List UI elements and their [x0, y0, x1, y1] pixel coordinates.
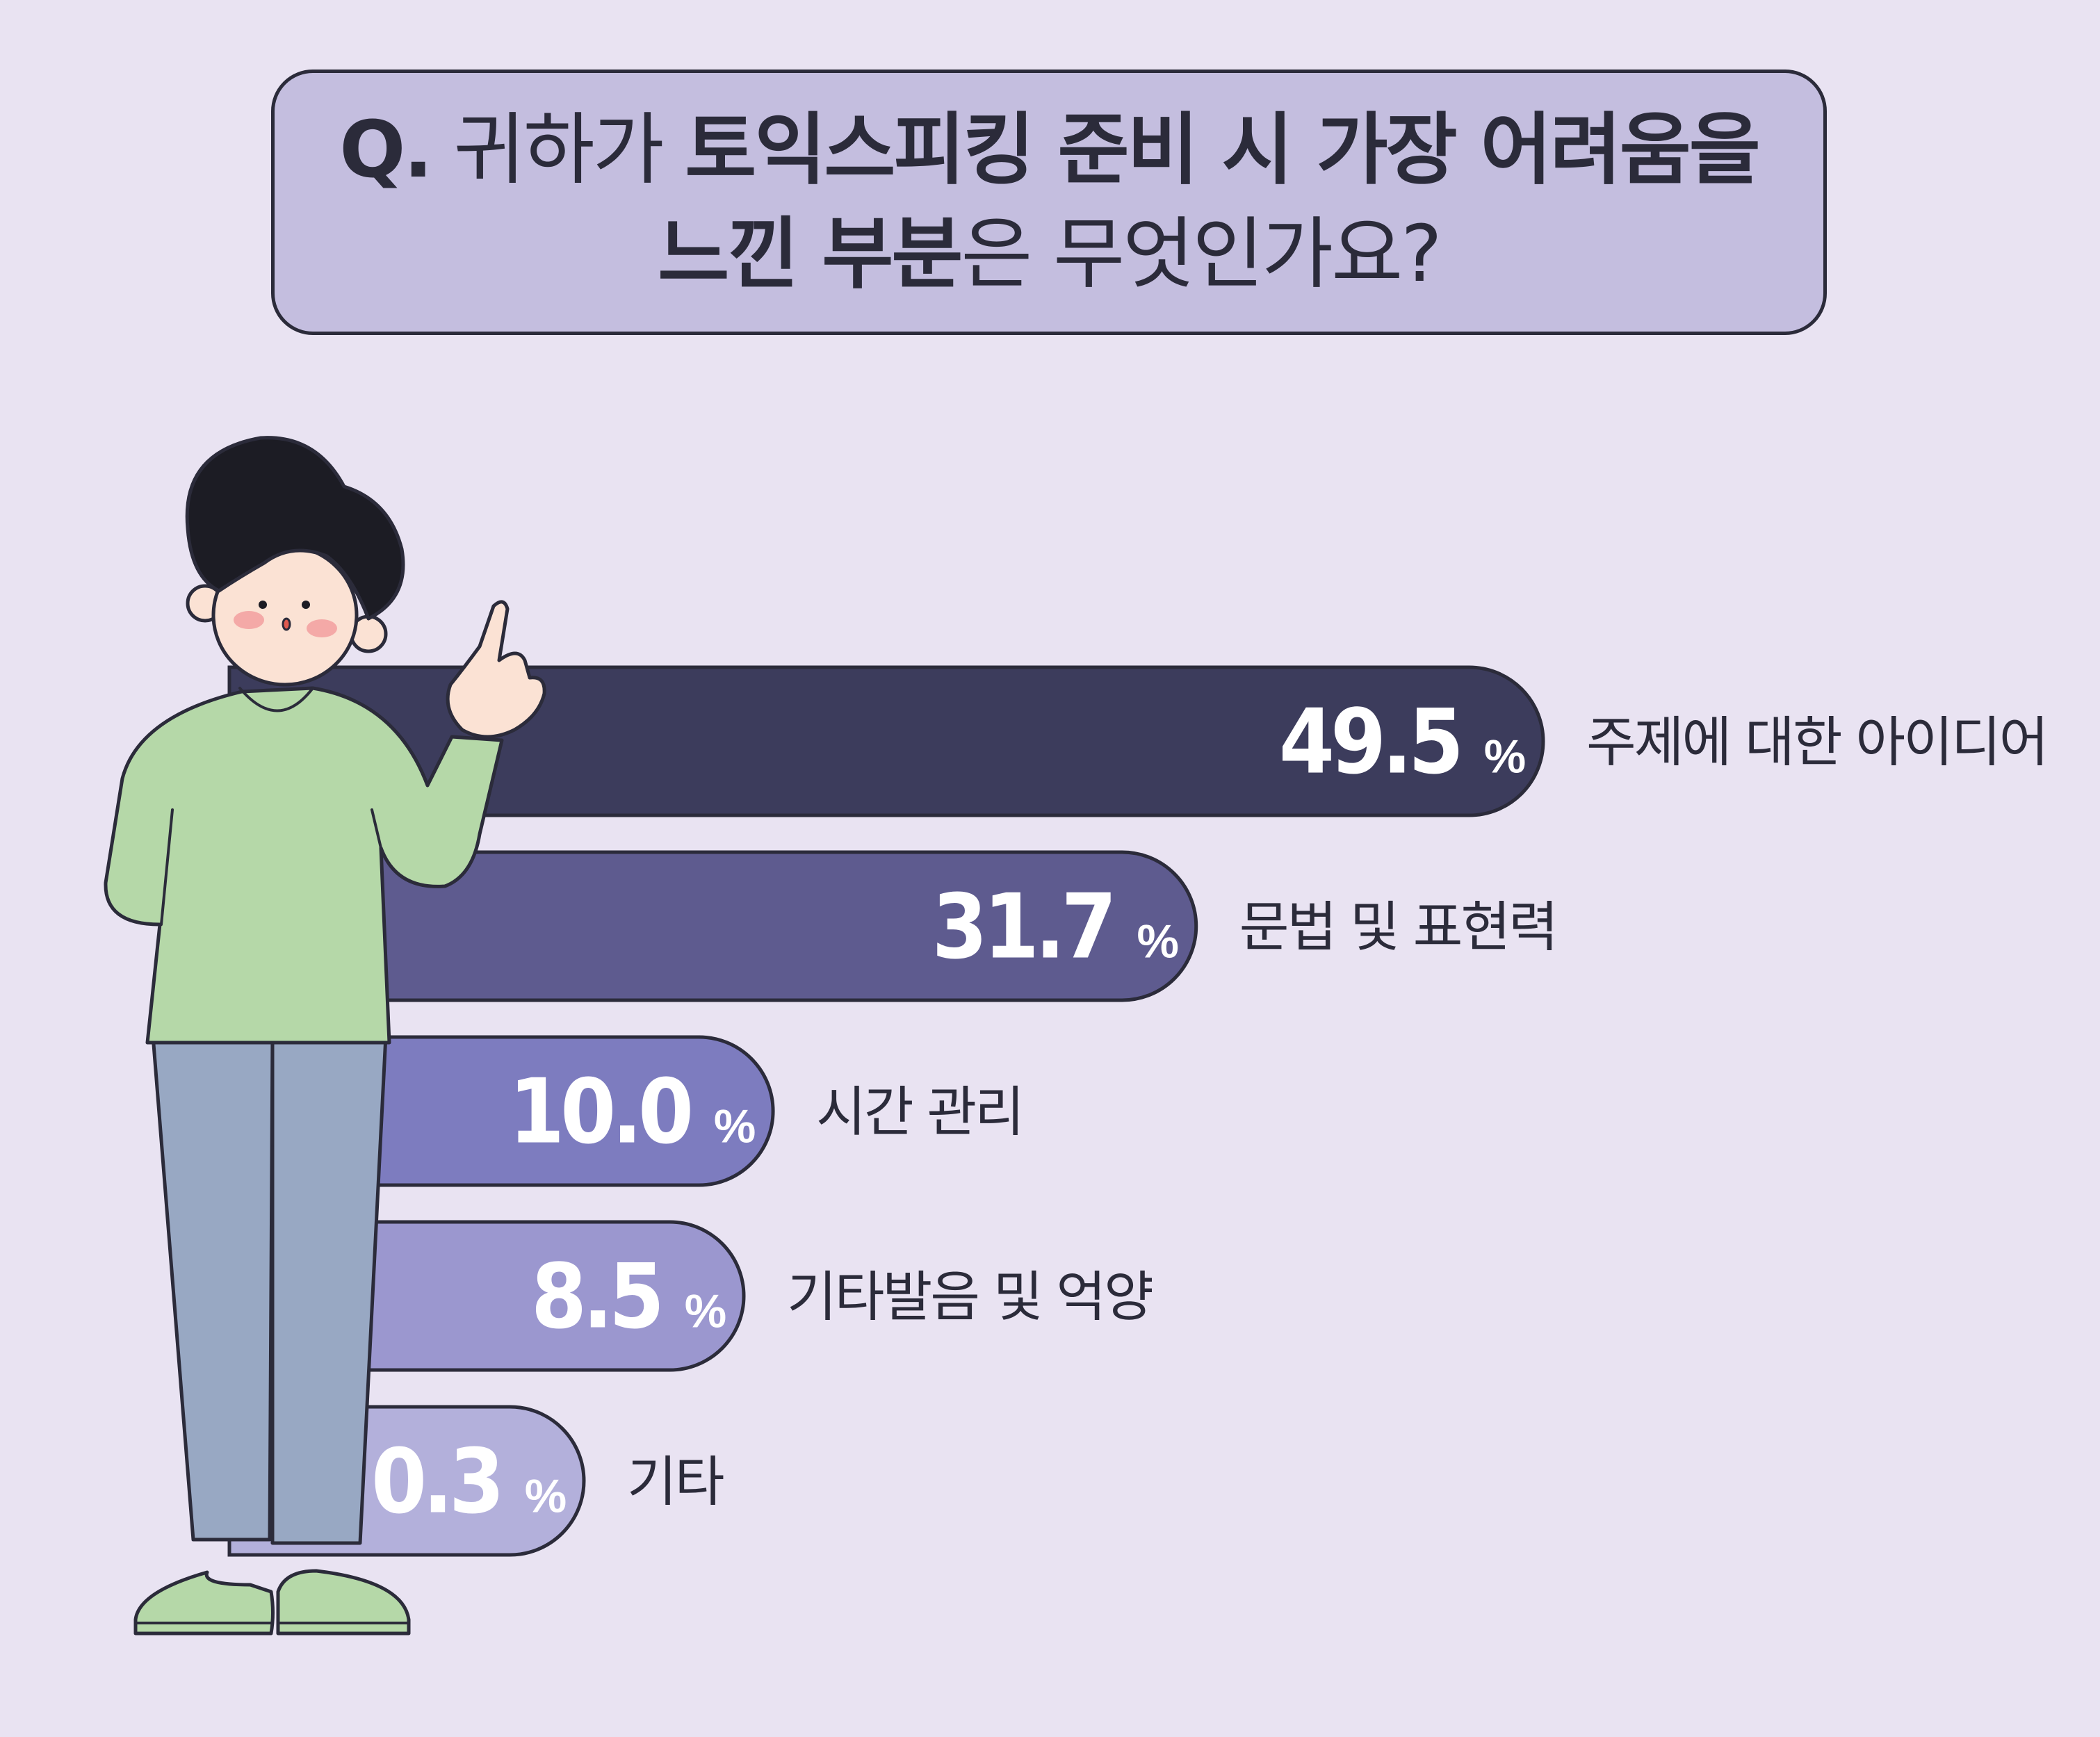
question-text-regular-2: 은 무엇인가요? [961, 209, 1442, 300]
bar-1 [227, 850, 1198, 1002]
category-label-1: 문법 및 표현력 [1239, 897, 1556, 959]
category-label-4: 기타 [627, 1451, 724, 1514]
bar-unit-label-3: % [685, 1285, 726, 1338]
question-prefix: Q. [339, 105, 433, 195]
bar-unit-label-0: % [1484, 731, 1526, 783]
category-label-2: 시간 관리 [816, 1082, 1023, 1144]
bar-value-label-4: 0.3 [371, 1430, 500, 1534]
question-text-regular-1: 귀하가 [430, 105, 685, 195]
bar-unit-label-1: % [1137, 915, 1178, 968]
bar-value-label-1: 31.7 [932, 876, 1113, 979]
bar-unit-label-2: % [714, 1100, 756, 1153]
bar-value-label-3: 8.5 [531, 1246, 660, 1349]
labels-layer: 49.5% 주제에 대한 아이디어 31.7% 문법 및 표현력 10.0% 시간 관리 8… [371, 691, 2049, 1534]
question-line-1: Q. 귀하가 토익스피킹 준비 시 가장 어려움을 [339, 98, 1761, 202]
category-label-3: 기타발음 및 억양 [787, 1266, 1152, 1329]
question-text-bold-2: 느낀 부분 [658, 209, 963, 300]
bar-value-label-2: 10.0 [509, 1061, 690, 1164]
bar-0 [227, 665, 1545, 817]
question-text-bold-1: 토익스피킹 준비 시 가장 어려움을 [685, 105, 1761, 195]
bar-unit-label-4: % [525, 1470, 567, 1523]
bar-value-label-0: 49.5 [1279, 691, 1460, 794]
category-label-0: 주제에 대한 아이디어 [1586, 712, 2046, 774]
pointing-character-illustration [104, 436, 546, 1636]
question-box: Q. 귀하가 토익스피킹 준비 시 가장 어려움을 느낀 부분은 무엇인가요? [271, 70, 1827, 335]
question-line-2: 느낀 부분은 무엇인가요? [658, 202, 1442, 307]
